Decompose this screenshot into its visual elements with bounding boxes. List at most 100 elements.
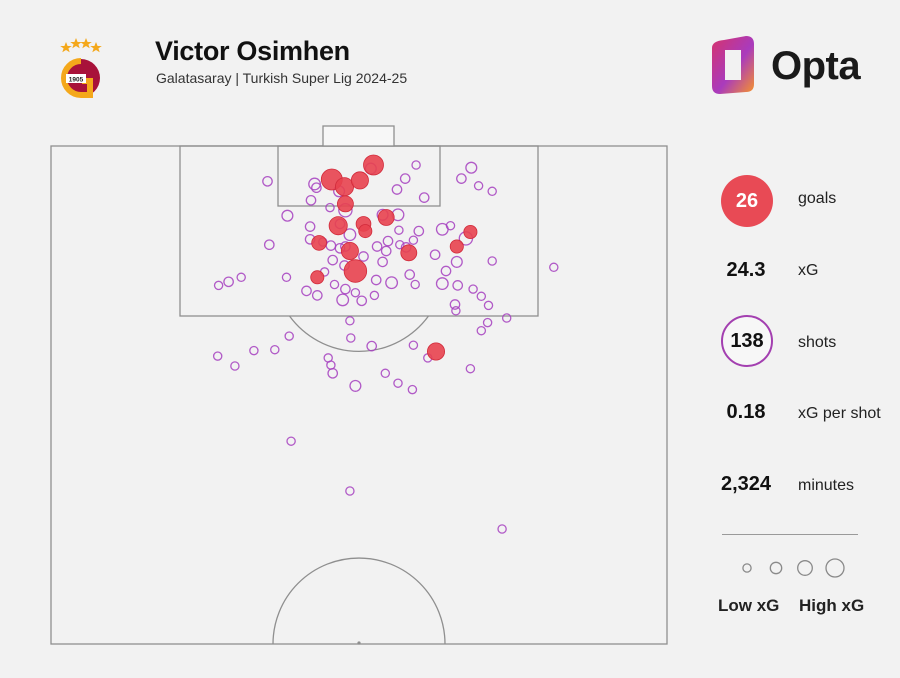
xg-value: 24.3 [726,259,766,281]
shot-point [404,269,416,280]
goal-point [328,216,348,236]
shot-point [413,225,425,237]
header: 1905 Victor Osimhen Galatasaray | Turkis… [0,0,900,110]
shot-point [349,379,362,392]
penalty-arc [288,315,430,352]
shots-layer [212,160,559,534]
centre-circle [272,557,446,645]
subtitle: Galatasaray | Turkish Super Lig 2024-25 [156,70,408,86]
shot-point [329,279,340,290]
xg-size-legend [742,558,845,578]
shot-point [230,361,240,371]
shot-point [262,175,273,187]
shot-point [263,239,275,251]
shot-point [284,331,294,341]
shot-point [449,299,461,310]
shot-point [393,378,403,388]
shot-point [410,279,420,290]
goal-point [310,270,325,285]
goals-badge: 26 [721,175,773,227]
shot-point [369,290,380,301]
shot-point [213,280,224,291]
shot-point [452,280,464,291]
galatasaray-crest-icon: 1905 [60,38,102,98]
shot-point [476,325,487,336]
goal-point [426,342,445,361]
shot-point [418,192,430,203]
goals-layer [310,154,478,361]
centre-spot [357,641,361,645]
shot-point [399,173,411,184]
crest-year: 1905 [69,77,84,84]
shot-point [445,220,456,231]
shot-point [305,194,317,206]
legend-size-circle [742,563,752,573]
shot-point [476,291,487,302]
shot-point [382,235,394,247]
minutes-value: 2,324 [720,473,772,495]
shot-point [473,181,484,191]
legend-divider [722,534,858,535]
shot-point [391,184,403,195]
shot-point [308,177,322,191]
shot-point [366,340,378,352]
shot-point [385,276,399,290]
goal-point [340,241,359,260]
shot-point [440,265,452,277]
shot-point [465,161,478,174]
xg-label: xG [798,262,819,279]
shot-point [380,245,392,257]
shot-point [468,284,478,294]
opta-logo-icon [712,36,754,94]
shot-point [304,221,316,232]
legend-size-circle [769,561,783,575]
legend-size-circle [797,560,813,576]
xg-per-shot-value: 0.18 [726,401,766,423]
shot-point [411,160,421,170]
shot-point [370,274,382,286]
shot-point [281,209,294,222]
shot-point [429,249,441,261]
shot-point [407,384,418,395]
shot-point [336,293,350,307]
shot-point [482,317,493,328]
legend-low-label: Low xG [718,596,780,615]
legend-high-label: High xG [799,596,865,615]
minutes-label: minutes [798,477,855,494]
goal-point [334,177,354,197]
goal-point [400,244,418,262]
shot-point [408,340,419,350]
goals-label: goals [798,190,837,207]
shot-point [501,313,512,323]
shot-point [465,363,476,374]
xg-per-shot-label: xG per shot [798,405,881,422]
shot-point [358,251,369,262]
shot-point [371,241,383,252]
shot-point [456,173,467,184]
goals-value: 26 [735,189,759,212]
shot-point [487,256,497,266]
shot-point [343,228,357,242]
goal-point [377,209,395,226]
stats-panel: 26 goals 24.3 xG 138 shots 0.18 xG per s… [700,160,890,630]
shot-point [301,285,312,297]
shot-point [327,367,339,379]
player-name: Victor Osimhen [155,36,350,66]
shot-point [325,202,335,213]
shot-point [483,300,494,311]
shot-point [497,524,507,534]
shot-point [212,351,223,361]
shot-point [395,239,405,250]
shot-point [346,333,356,343]
shot-point [311,290,323,301]
shot-point [451,306,461,316]
goal-point [343,259,368,283]
shots-label: shots [798,334,837,351]
goal-point [336,195,354,213]
shot-point [394,225,404,235]
shot-point [286,436,296,446]
shot-point [249,345,259,356]
goal-point [358,224,373,239]
shot-point [340,283,351,295]
shot-point [549,262,559,273]
